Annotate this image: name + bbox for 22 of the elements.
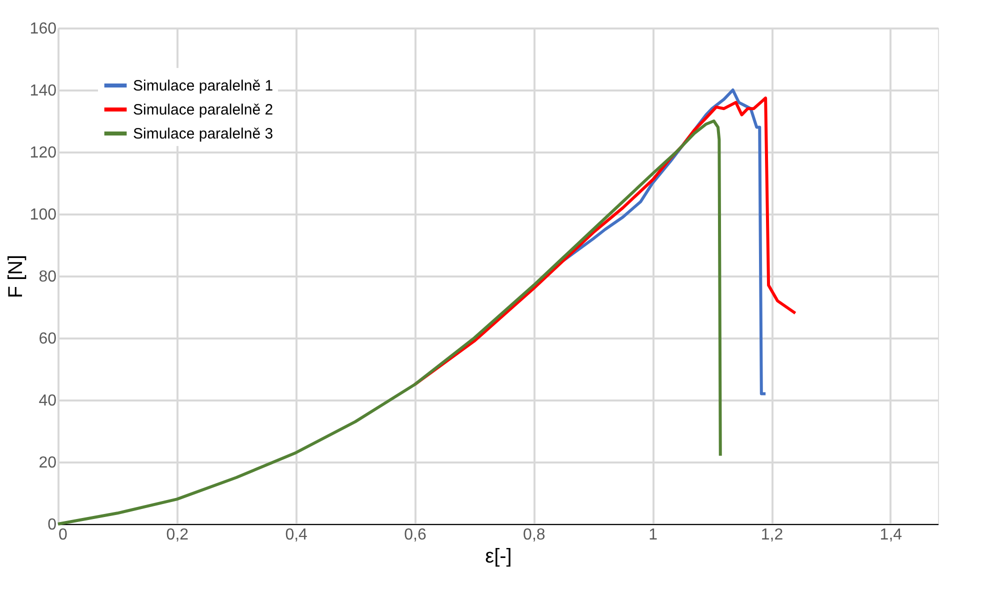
y-tick-label: 160	[30, 20, 57, 38]
y-tick-label: 40	[38, 392, 57, 410]
x-tick-label: 0,8	[523, 526, 546, 544]
x-tick-label: 1,2	[760, 526, 784, 544]
legend-label: Simulace paralelně 2	[133, 102, 274, 118]
y-tick-label: 20	[38, 454, 57, 472]
y-tick-label: 120	[30, 144, 57, 162]
y-tick-label: 60	[38, 330, 57, 348]
y-tick-label: 140	[30, 82, 57, 100]
x-tick-label: 0,4	[285, 526, 308, 544]
x-tick-label: 1	[648, 526, 658, 544]
y-tick-label: 100	[30, 206, 57, 224]
x-tick-label: 0,2	[166, 526, 189, 544]
line-series	[56, 120, 722, 526]
x-tick-label: 0	[58, 526, 68, 544]
y-axis-title: F [N]	[4, 254, 27, 298]
x-tick-label: 1,4	[880, 526, 902, 544]
legend-label: Simulace paralelně 1	[133, 78, 274, 94]
legend-label: Simulace paralelně 3	[133, 126, 274, 142]
x-axis-title: ε[-]	[485, 546, 512, 568]
x-tick-label: 0,6	[404, 526, 426, 544]
y-tick-label: 80	[38, 268, 57, 286]
